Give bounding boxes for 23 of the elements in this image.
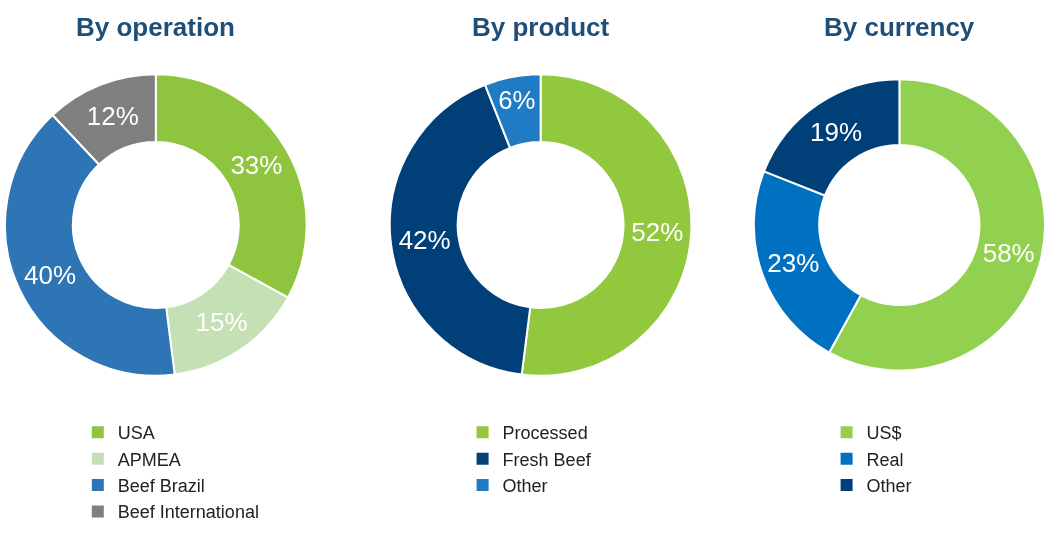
data-label: 52% bbox=[631, 217, 684, 248]
legend-label: US$ bbox=[866, 423, 902, 444]
chart-title: By operation bbox=[76, 12, 235, 42]
data-label: 15% bbox=[195, 306, 248, 337]
legend-label: Real bbox=[866, 449, 904, 470]
data-label: 6% bbox=[498, 86, 536, 115]
data-label: 23% bbox=[767, 248, 820, 279]
legend-label: Other bbox=[502, 476, 548, 497]
data-label: 12% bbox=[86, 101, 139, 132]
data-label: 19% bbox=[809, 116, 862, 147]
chart-title: By currency bbox=[824, 12, 975, 42]
legend-label: Other bbox=[866, 476, 912, 497]
data-label: 40% bbox=[24, 259, 77, 290]
data-label: 58% bbox=[982, 238, 1035, 269]
data-label: 42% bbox=[398, 224, 451, 255]
legend-label: Fresh Beef bbox=[502, 449, 592, 470]
chart-title: By product bbox=[472, 12, 610, 42]
legend-label: Processed bbox=[502, 423, 588, 444]
data-label: 33% bbox=[230, 150, 283, 181]
legend-label: APMEA bbox=[117, 449, 181, 470]
legend-label: Beef International bbox=[117, 502, 259, 523]
legend-label: Beef Brazil bbox=[117, 476, 205, 497]
legend-label: USA bbox=[117, 423, 155, 444]
